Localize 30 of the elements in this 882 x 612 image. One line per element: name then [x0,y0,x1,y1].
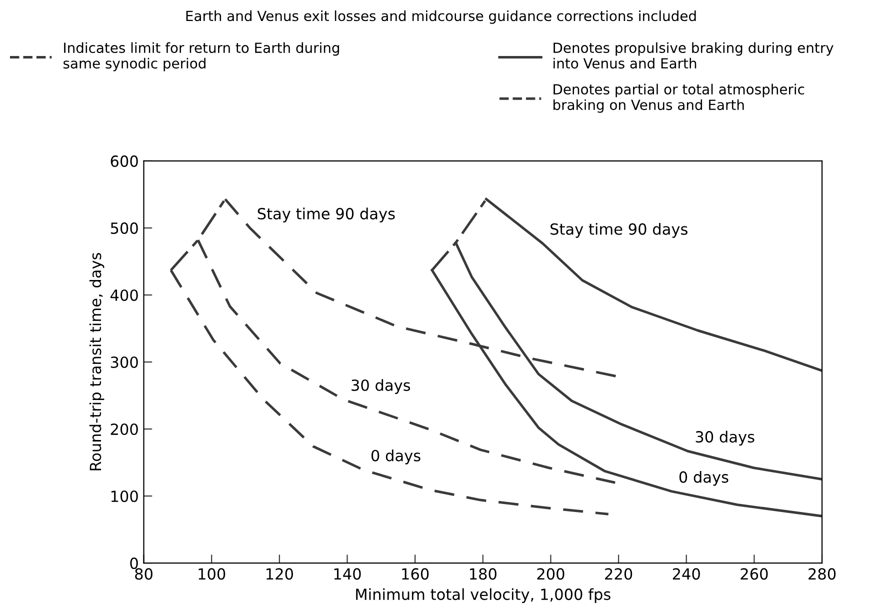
x-axis-title: Minimum total velocity, 1,000 fps [356,588,610,604]
annotation: Stay time 90 days [258,208,395,222]
y-tick-label: 0 [130,558,138,570]
x-tick-label: 280 [808,568,836,580]
x-tick-label: 240 [672,568,700,580]
annotation: Stay time 90 days [550,223,688,238]
y-tick-label: 100 [111,490,138,502]
legend-label: Denotes propulsive braking during entry into Venus and Earth [554,42,834,69]
x-tick-label: 120 [266,568,293,580]
x-tick-label: 100 [198,568,226,580]
chart-title: Earth and Venus exit losses and midcourse guidance corrections included [186,10,696,24]
annotation: 30 days [352,379,410,394]
x-tick-label: 220 [605,568,632,580]
y-tick-label: 600 [110,155,138,167]
y-tick-label: 400 [110,289,138,302]
y-axis-title: Round-trip transit time, days [89,252,104,470]
legend-label: Denotes partial or total atmospheric braking on Venus and Earth [554,84,804,113]
y-tick-label: 300 [110,356,138,368]
annotation: 0 days [371,450,420,464]
x-tick-label: 180 [470,568,496,580]
y-tick-label: 200 [110,423,138,436]
x-tick-label: 80 [135,568,152,580]
legend-label: Indicates limit for return to Earth during same synodic period [63,42,340,72]
y-tick-label: 500 [110,222,138,234]
x-tick-label: 200 [537,568,564,580]
x-tick-label: 140 [334,568,361,580]
annotation: 30 days [696,430,754,446]
x-tick-label: 160 [402,568,429,580]
x-tick-label: 260 [740,568,768,580]
annotation: 0 days [679,470,728,486]
